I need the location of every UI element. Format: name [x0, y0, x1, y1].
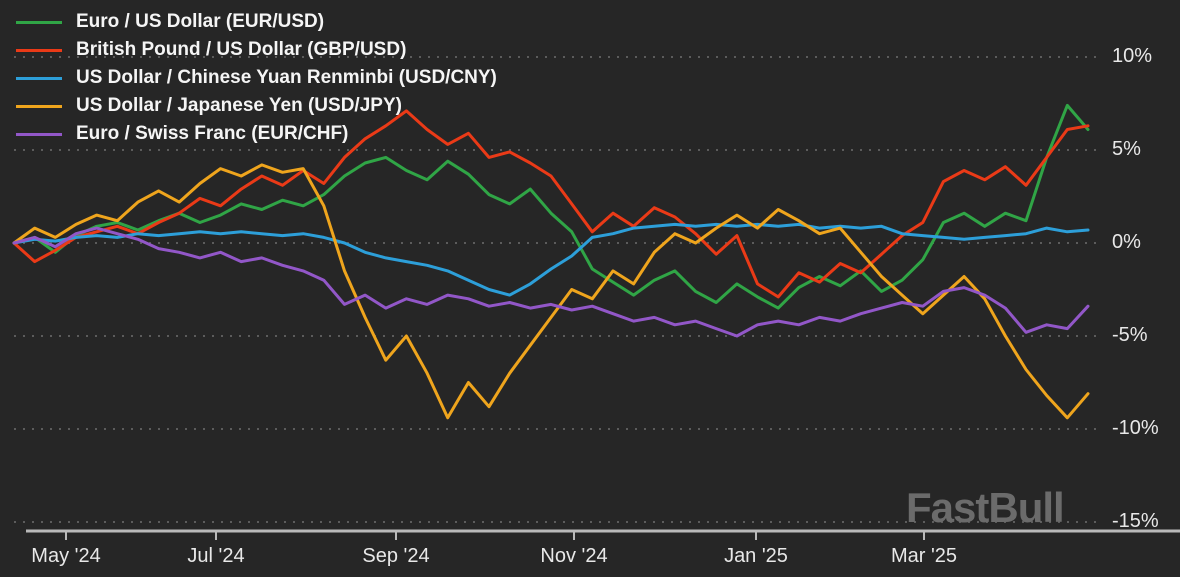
series-color-swatch — [16, 20, 62, 24]
x-tick-label: May '24 — [31, 545, 101, 567]
legend-item-usdcny[interactable]: US Dollar / Chinese Yuan Renminbi (USD/C… — [16, 64, 497, 92]
y-tick-label: -10% — [1112, 417, 1159, 439]
y-tick-label: 10% — [1112, 45, 1153, 67]
y-tick-label: -15% — [1112, 510, 1159, 532]
legend-item-eurusd[interactable]: Euro / US Dollar (EUR/USD) — [16, 8, 497, 36]
series-line-usdcny — [12, 222, 1090, 297]
series-line-usdjpy — [12, 163, 1090, 420]
legend-label: US Dollar / Chinese Yuan Renminbi (USD/C… — [76, 67, 497, 88]
legend-label: Euro / Swiss Franc (EUR/CHF) — [76, 123, 349, 144]
series-color-swatch — [16, 104, 62, 108]
x-tick-label: Jul '24 — [187, 545, 245, 567]
fastbull-logo: FastBull — [906, 484, 1065, 531]
y-tick-label: -5% — [1112, 324, 1148, 346]
legend-item-eurchf[interactable]: Euro / Swiss Franc (EUR/CHF) — [16, 120, 497, 148]
legend-label: US Dollar / Japanese Yen (USD/JPY) — [76, 95, 402, 116]
legend-item-usdjpy[interactable]: US Dollar / Japanese Yen (USD/JPY) — [16, 92, 497, 120]
x-tick-label: Jan '25 — [724, 545, 788, 567]
y-tick-label: 5% — [1112, 138, 1141, 160]
legend: Euro / US Dollar (EUR/USD) British Pound… — [16, 8, 497, 148]
x-tick-label: Mar '25 — [890, 545, 958, 567]
legend-label: British Pound / US Dollar (GBP/USD) — [76, 39, 407, 60]
x-tick-label: Sep '24 — [362, 545, 430, 567]
series-color-swatch — [16, 132, 62, 136]
series-line-gbpusd — [12, 109, 1090, 299]
series-line-eurchf — [12, 226, 1090, 338]
x-tick-label: Nov '24 — [540, 545, 608, 567]
y-tick-label: 0% — [1112, 231, 1141, 253]
series-color-swatch — [16, 76, 62, 80]
series-color-swatch — [16, 48, 62, 52]
legend-item-gbpusd[interactable]: British Pound / US Dollar (GBP/USD) — [16, 36, 497, 64]
series-line-eurusd — [12, 103, 1090, 310]
legend-label: Euro / US Dollar (EUR/USD) — [76, 11, 325, 32]
